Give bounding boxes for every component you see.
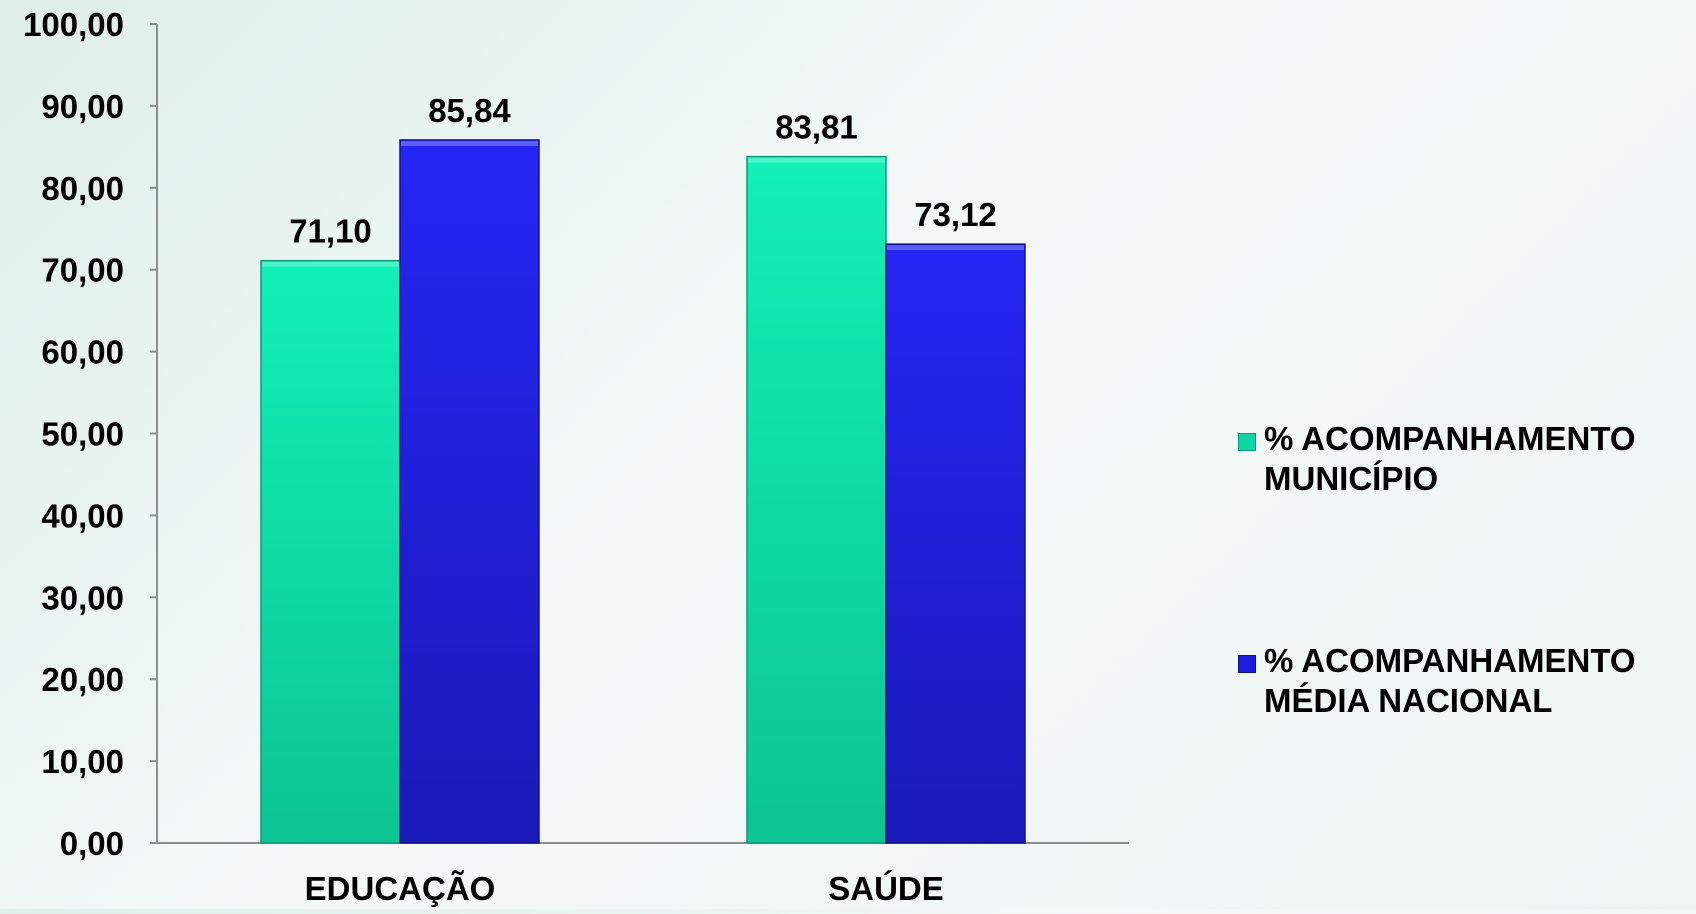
y-tick-label: 20,00 [41, 661, 124, 698]
bar-highlight [887, 245, 1024, 251]
data-label: 71,10 [289, 213, 372, 250]
bar-highlight [748, 157, 885, 163]
y-tick-label: 60,00 [41, 334, 124, 371]
legend-swatch-municipio [1238, 433, 1256, 451]
legend-swatch-media-nacional [1238, 655, 1256, 673]
bar-highlight [401, 140, 538, 146]
y-tick-label: 10,00 [41, 743, 124, 780]
data-label: 85,84 [428, 92, 511, 129]
x-tick-label: SAÚDE [828, 870, 944, 907]
bar-municipio-0 [260, 259, 401, 844]
legend-item-municipio: % ACOMPANHAMENTO MUNICÍPIO [1238, 419, 1684, 499]
y-tick-label: 30,00 [41, 579, 124, 616]
y-tick-label: 100,00 [23, 6, 124, 43]
y-tick-label: 50,00 [41, 416, 124, 453]
y-tick-label: 40,00 [41, 497, 124, 534]
y-tick-label: 70,00 [41, 252, 124, 289]
legend-item-media-nacional: % ACOMPANHAMENTO MÉDIA NACIONAL [1238, 641, 1684, 721]
bar-municipio-1 [746, 155, 887, 844]
legend-label-media-nacional: % ACOMPANHAMENTO MÉDIA NACIONAL [1264, 642, 1636, 719]
bar-highlight [262, 261, 399, 267]
legend-label-municipio: % ACOMPANHAMENTO MUNICÍPIO [1264, 420, 1636, 497]
y-tick-label: 90,00 [41, 88, 124, 125]
y-tick-label: 0,00 [60, 825, 124, 862]
bar-media-nacional-0 [399, 139, 540, 844]
data-label: 83,81 [775, 109, 858, 146]
y-tick-label: 80,00 [41, 170, 124, 207]
x-tick-label: EDUCAÇÃO [305, 870, 496, 907]
bar-media-nacional-1 [885, 243, 1026, 844]
data-label: 73,12 [914, 196, 997, 233]
